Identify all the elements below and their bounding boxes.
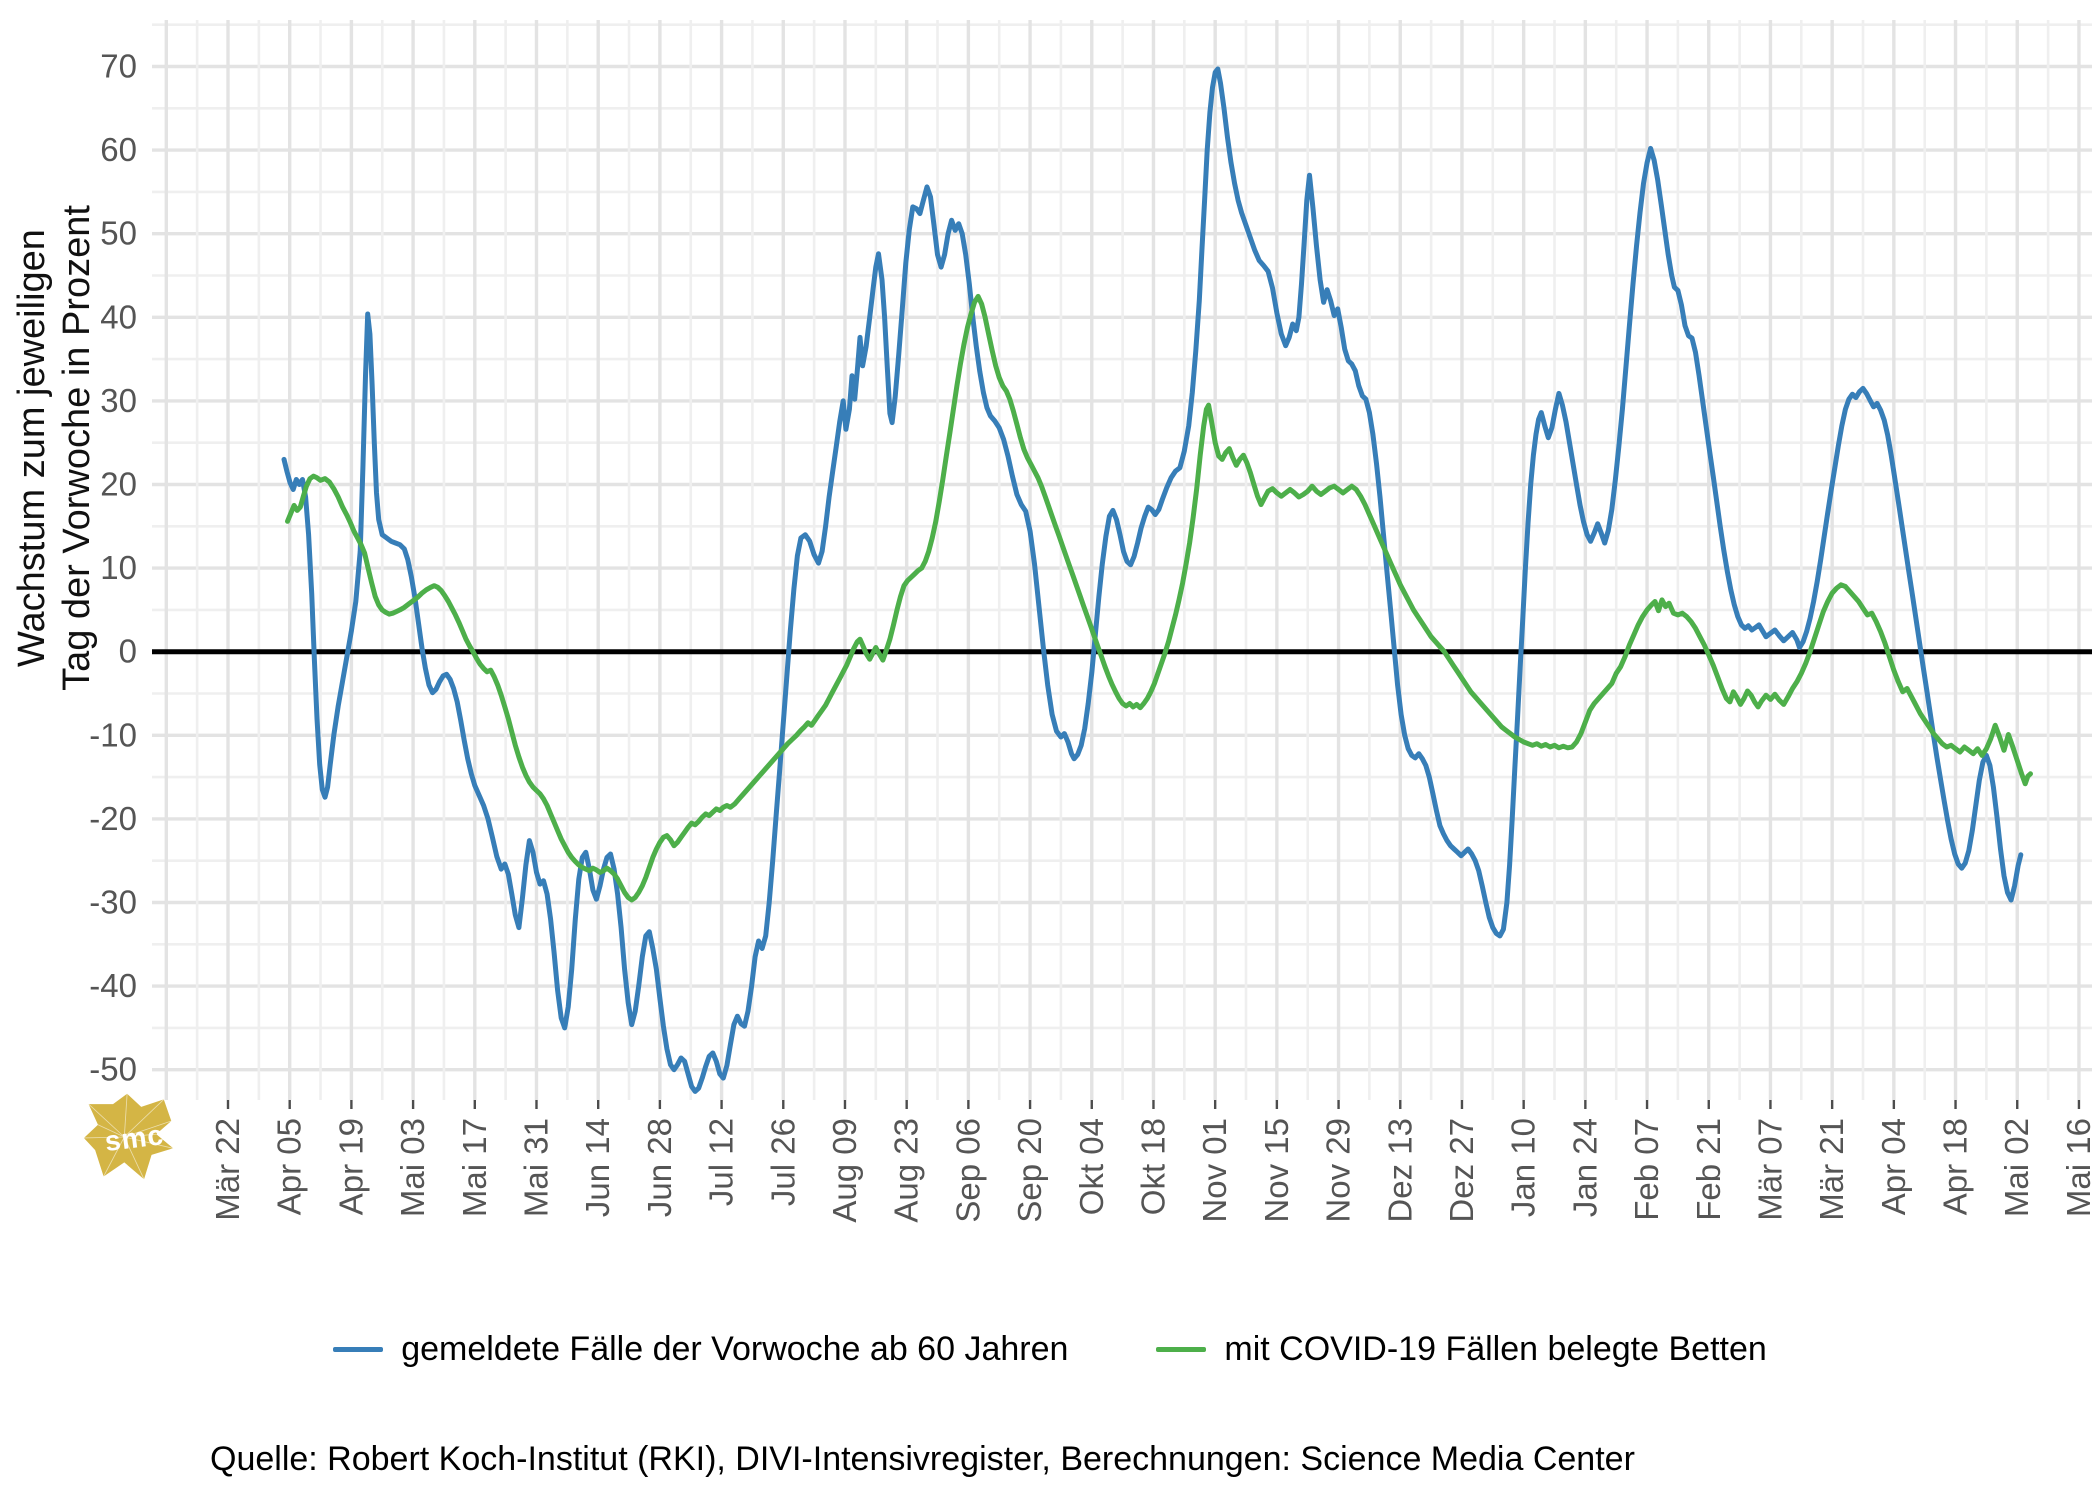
x-tick-label: Mai 31 [517, 1118, 554, 1217]
x-tick-label: Sep 20 [1011, 1118, 1048, 1223]
x-tick-label: Feb 07 [1628, 1118, 1665, 1221]
x-tick-label: Jul 12 [703, 1118, 740, 1206]
smc-logo: smc [83, 1093, 174, 1180]
x-tick-label: Apr 04 [1875, 1118, 1912, 1215]
legend-item-cases: gemeldete Fälle der Vorwoche ab 60 Jahre… [333, 1330, 1068, 1369]
x-tick-label: Nov 01 [1196, 1118, 1233, 1223]
legend-key-blue-line [333, 1347, 384, 1352]
x-tick-label: Feb 21 [1690, 1118, 1727, 1221]
y-tick-label: 30 [100, 382, 137, 419]
series-beds-line [285, 293, 2033, 903]
series-cases-line [281, 66, 2024, 1094]
x-tick-label: Jan 24 [1566, 1118, 1603, 1217]
y-tick-label: -30 [89, 884, 137, 921]
x-tick-label: Mär 21 [1813, 1118, 1850, 1221]
x-tick-label: Apr 19 [332, 1118, 369, 1215]
x-tick-label: Aug 23 [888, 1118, 925, 1223]
y-tick-label: 70 [100, 48, 137, 85]
smc-logo-text: smc [103, 1118, 166, 1157]
x-tick-label: Apr 05 [271, 1118, 308, 1215]
x-tick-label: Nov 29 [1320, 1118, 1357, 1223]
x-tick-label: Jun 14 [579, 1118, 616, 1217]
x-tick-label: Jul 26 [764, 1118, 801, 1206]
x-tick-label: Okt 04 [1073, 1118, 1110, 1215]
y-tick-label: -10 [89, 716, 137, 753]
x-tick-label: Aug 09 [826, 1118, 863, 1223]
x-tick-label: Dez 27 [1443, 1118, 1480, 1223]
x-tick-label: Sep 06 [949, 1118, 986, 1223]
y-tick-label: -40 [89, 967, 137, 1004]
x-tick-label: Mär 22 [209, 1118, 246, 1221]
y-tick-label: 0 [119, 633, 137, 670]
legend-key-green-line [1156, 1347, 1207, 1352]
x-tick-label: Mai 16 [2060, 1118, 2097, 1217]
y-tick-label: 60 [100, 131, 137, 168]
x-tick-label: Nov 15 [1258, 1118, 1295, 1223]
x-tick-label: Jun 28 [641, 1118, 678, 1217]
x-tick-label: Jan 10 [1505, 1118, 1542, 1217]
smc-logo-facets [83, 1093, 174, 1180]
y-tick-label: 40 [100, 298, 137, 335]
x-tick-label: Mär 07 [1751, 1118, 1788, 1221]
y-tick-label: -50 [89, 1051, 137, 1088]
x-tick-label: Dez 13 [1381, 1118, 1418, 1223]
legend-label-cases: gemeldete Fälle der Vorwoche ab 60 Jahre… [401, 1330, 1069, 1368]
y-tick-label: 20 [100, 466, 137, 503]
x-tick-label: Okt 18 [1134, 1118, 1171, 1215]
y-tick-label: 10 [100, 549, 137, 586]
x-tick-label: Mai 17 [456, 1118, 493, 1217]
legend-item-beds: mit COVID-19 Fällen belegte Betten [1156, 1330, 1767, 1369]
y-tick-label: -20 [89, 800, 137, 837]
y-tick-label: 50 [100, 215, 137, 252]
x-tick-label: Mai 03 [394, 1118, 431, 1217]
legend-label-beds: mit COVID-19 Fällen belegte Betten [1224, 1330, 1767, 1368]
x-tick-label: Apr 18 [1937, 1118, 1974, 1215]
x-tick-label: Mai 02 [1998, 1118, 2035, 1217]
chart-legend: gemeldete Fälle der Vorwoche ab 60 Jahre… [0, 1330, 2100, 1369]
source-line: Quelle: Robert Koch-Institut (RKI), DIVI… [210, 1440, 1635, 1478]
